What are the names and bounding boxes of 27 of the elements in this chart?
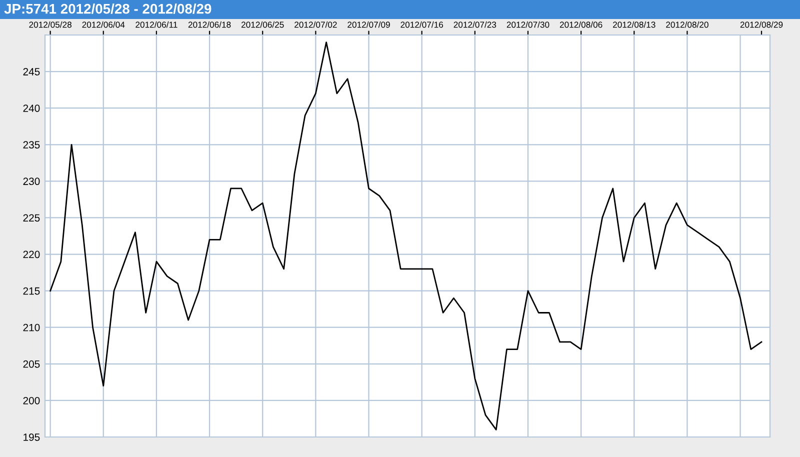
x-tick-label: 2012/05/28: [29, 21, 72, 28]
y-tick-label: 230: [23, 178, 40, 186]
x-tick-label: 2012/07/09: [348, 21, 390, 28]
y-tick-label: 245: [23, 68, 40, 76]
y-tick-label: 210: [23, 324, 40, 332]
y-tick-label: 195: [24, 434, 40, 441]
line-series: [50, 42, 762, 430]
x-tick-label: 2012/07/23: [454, 21, 496, 28]
x-tick-label: 2012/08/06: [560, 21, 602, 28]
x-tick-label: 2012/07/30: [506, 21, 550, 28]
chart-title: JP:5741 2012/05/28 - 2012/08/29: [4, 4, 212, 14]
y-tick-label: 205: [23, 360, 40, 368]
x-tick-label: 2012/08/29: [740, 21, 783, 28]
x-tick-label: 2012/06/04: [82, 21, 125, 28]
y-tick-label: 225: [23, 214, 40, 222]
x-tick-label: 2012/08/13: [613, 21, 656, 28]
x-tick-label: 2012/08/20: [666, 21, 708, 28]
x-tick-label: 2012/07/02: [294, 21, 337, 28]
x-tick-label: 2012/06/11: [136, 21, 178, 28]
y-tick-label: 215: [23, 287, 40, 295]
y-tick-label: 240: [23, 104, 40, 112]
x-tick-label: 2012/07/16: [400, 21, 444, 28]
x-tick-label: 2012/06/25: [241, 21, 284, 28]
y-tick-label: 200: [23, 396, 40, 404]
y-tick-label: 235: [23, 141, 40, 149]
x-tick-label: 2012/06/18: [188, 21, 231, 28]
y-tick-label: 220: [23, 250, 40, 258]
